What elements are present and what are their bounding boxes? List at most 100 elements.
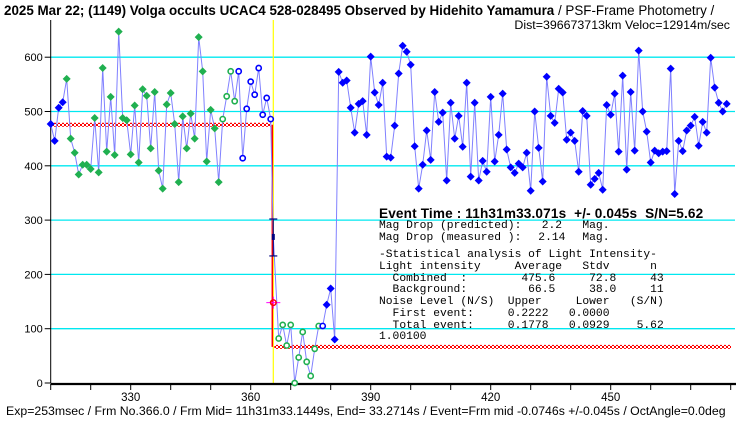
data-point-filled [498, 89, 507, 98]
data-point-filled [422, 126, 431, 135]
data-point-filled [366, 52, 375, 61]
avg: 66.5 [528, 284, 556, 297]
data-point-filled [326, 284, 335, 293]
data-point-filled [94, 168, 103, 177]
x-tick-label: 420 [481, 392, 500, 404]
exposure-info: Exp=253msec / Frm No.366.0 / Frm Mid= 11… [6, 404, 726, 418]
data-point-filled [714, 98, 723, 107]
data-point-filled [478, 156, 487, 165]
data-point-filled [158, 184, 167, 193]
data-point-filled [674, 136, 683, 145]
lower: Lower [575, 296, 610, 309]
label: Light intensity [379, 261, 481, 274]
data-point-filled [462, 78, 471, 87]
mag-drop-measured: Mag Drop (measured ): 2.14 Mag. [379, 232, 679, 245]
data-point-filled [594, 168, 603, 177]
label: Total event: [392, 319, 474, 332]
lower: 0.0929 [568, 319, 610, 332]
data-point-filled [510, 168, 519, 177]
data-point-filled [502, 145, 511, 154]
data-point-filled [486, 92, 495, 101]
data-point-filled [46, 119, 55, 128]
data-point-filled [694, 141, 703, 150]
y-tick-label: 100 [24, 324, 42, 336]
data-point-open [247, 78, 255, 86]
event-time: Event Time : 11h31m33.071s +/- 0.045s S/… [379, 206, 704, 221]
value: 2.2 [541, 220, 563, 232]
noise-first-event: First event: 0.2222 0.0000 [379, 307, 679, 321]
data-point-filled [606, 110, 615, 119]
data-point-open [243, 105, 251, 113]
data-point-filled [162, 100, 171, 109]
data-point-filled [434, 117, 443, 126]
data-point-filled [690, 112, 699, 121]
y-tick-label: 400 [24, 161, 42, 173]
data-point-filled [698, 117, 707, 126]
data-point-filled [90, 114, 99, 123]
data-point-filled [450, 134, 459, 143]
data-point-filled [322, 300, 331, 309]
data-point-filled [378, 78, 387, 87]
data-point-filled [638, 107, 647, 116]
data-point-filled [70, 148, 79, 157]
data-point-filled [574, 167, 583, 176]
data-point-filled [722, 99, 731, 108]
x-tick-label: 360 [241, 392, 260, 404]
data-point-open [223, 92, 231, 100]
data-point-filled [670, 190, 679, 199]
data-point-filled [186, 109, 195, 118]
data-point-filled [602, 100, 611, 109]
data-point-filled [666, 64, 675, 73]
data-point-filled [146, 144, 155, 153]
data-point-filled [74, 170, 83, 179]
data-point-filled [350, 128, 359, 137]
data-point-filled [490, 157, 499, 166]
upper: 0.2222 [507, 307, 549, 320]
data-point-filled [54, 103, 63, 112]
data-point-filled [402, 47, 411, 56]
data-point-filled [406, 60, 415, 69]
data-point-open [279, 321, 287, 329]
data-point-filled [194, 33, 203, 42]
data-point-open [239, 154, 247, 162]
data-point-filled [474, 176, 483, 185]
data-point-filled [578, 106, 587, 115]
noise-total-event: Total event: 0.1778 0.0929 5.62 [379, 319, 679, 333]
data-point-filled [662, 147, 671, 156]
stats-title: -Statistical analysis of Light Intensity… [379, 249, 657, 262]
data-point-filled [458, 142, 467, 151]
y-tick-label: 0 [37, 378, 43, 390]
data-point-filled [114, 27, 123, 36]
data-point-filled [506, 163, 515, 172]
title-method: / PSF-Frame Photometry / [554, 3, 715, 18]
data-point-open [275, 335, 283, 342]
n: 11 [650, 284, 664, 297]
data-point-filled [358, 97, 367, 106]
data-point-filled [710, 83, 719, 92]
upper: Upper [507, 296, 542, 309]
label: First event: [392, 307, 474, 320]
data-point-filled [538, 177, 547, 186]
upper: 0.1778 [507, 319, 549, 332]
noise-header: Noise Level (N/S) Upper Lower (S/N) [379, 296, 679, 309]
data-point-filled [682, 126, 691, 135]
data-point-filled [438, 108, 447, 117]
data-point-filled [58, 98, 67, 107]
data-point-filled [518, 163, 527, 172]
n: n [650, 261, 657, 274]
data-point-filled [110, 150, 119, 159]
data-point-open [231, 97, 239, 105]
data-point-filled [394, 69, 403, 78]
data-point-filled [570, 136, 579, 145]
data-point-filled [206, 105, 215, 114]
data-point-filled [426, 155, 435, 164]
y-tick-label: 600 [24, 52, 42, 64]
data-point-filled [102, 147, 111, 156]
data-point-filled [598, 185, 607, 194]
data-point-filled [98, 64, 107, 73]
data-point-filled [534, 143, 543, 152]
data-point-filled [82, 160, 91, 169]
stats-combined: Combined : 475.6 72.8 43 [379, 273, 679, 286]
data-point-filled [718, 107, 727, 116]
data-point-filled [442, 176, 451, 185]
